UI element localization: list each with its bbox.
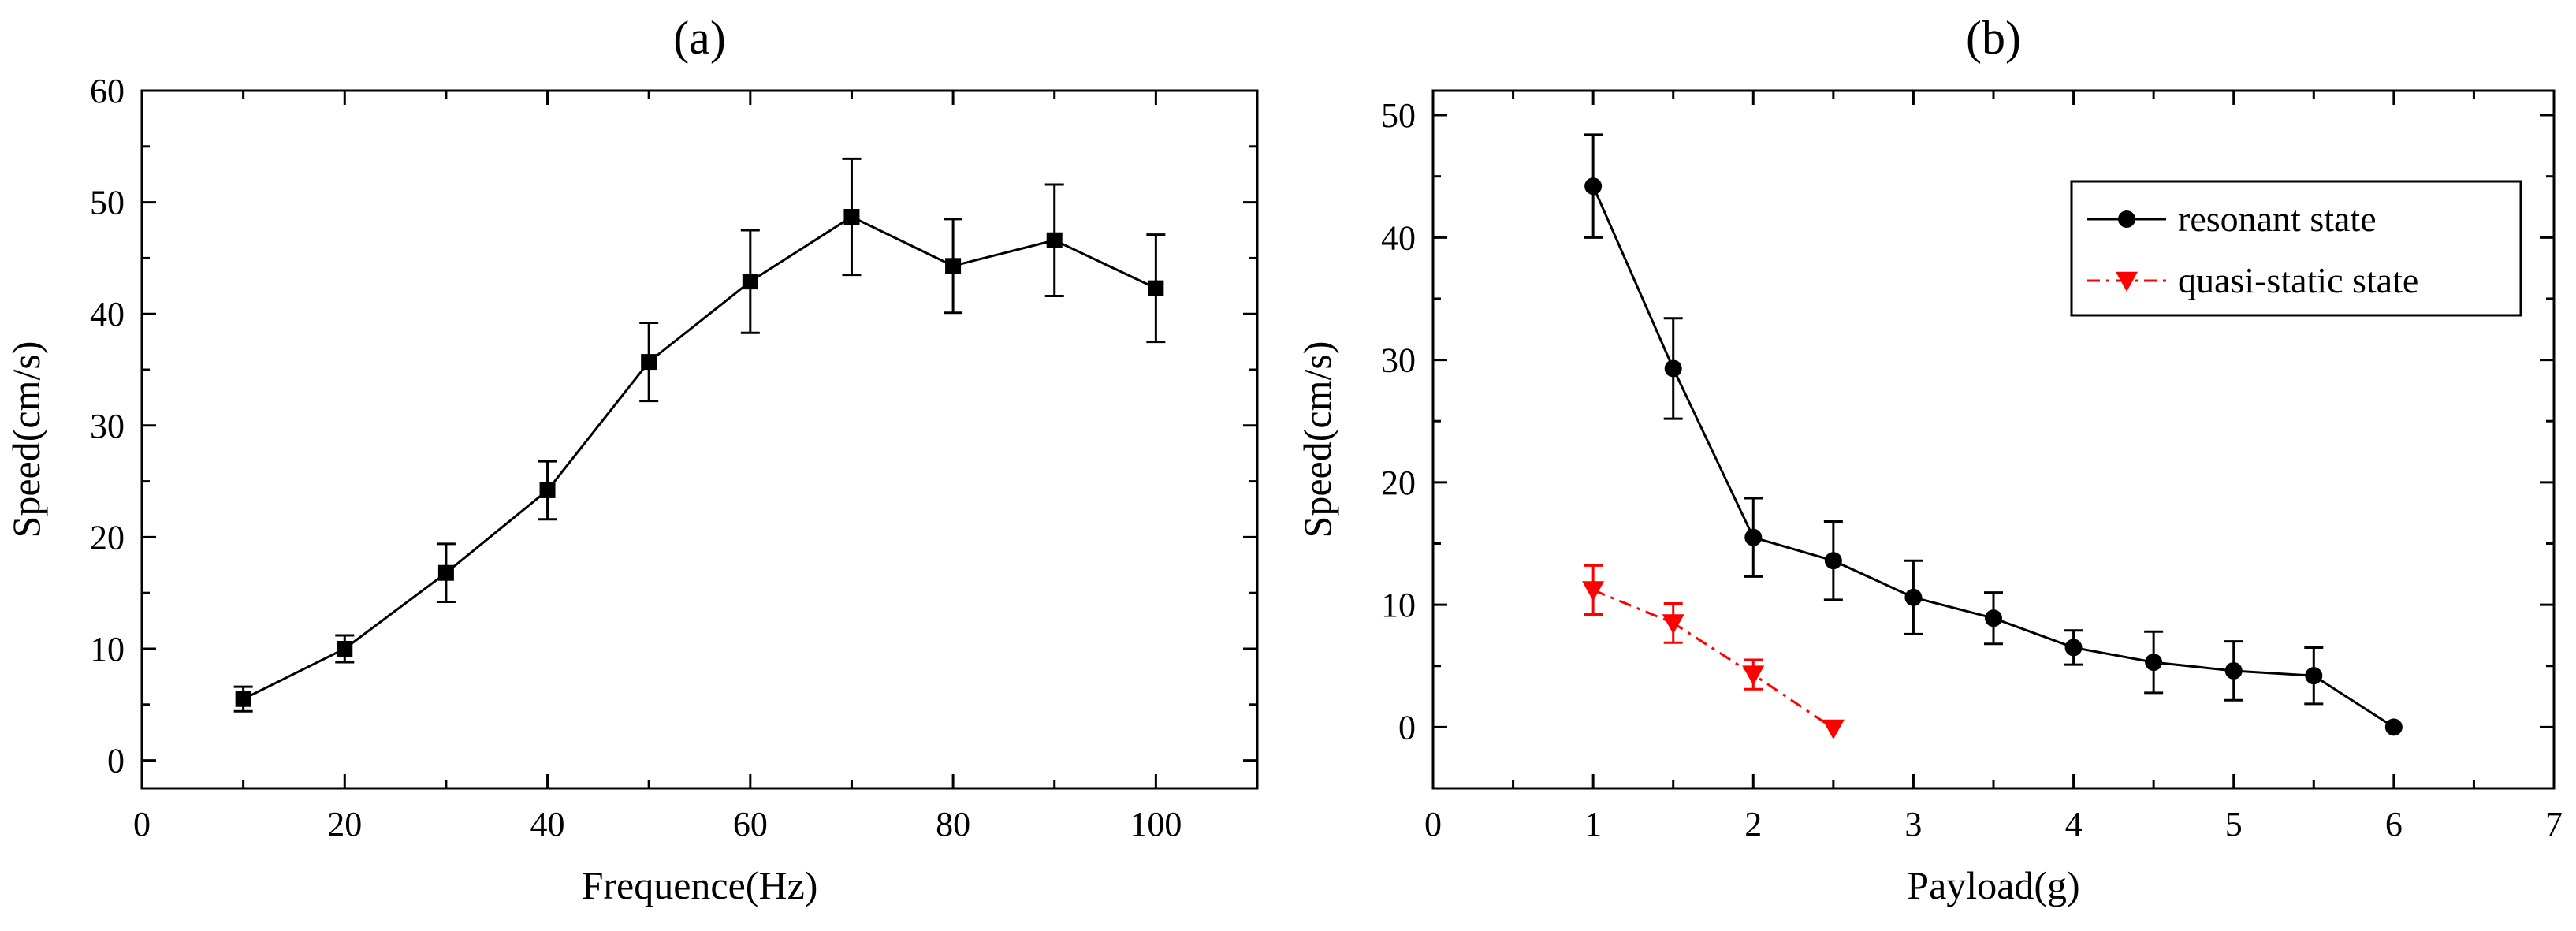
y-axis-title: Speed(cm/s) <box>1295 341 1339 538</box>
data-point <box>641 354 657 371</box>
y-tick-label: 40 <box>1381 218 1416 257</box>
series-line <box>242 215 1157 701</box>
y-tick-label: 60 <box>90 72 125 110</box>
data-point <box>235 691 251 707</box>
y-tick-label: 30 <box>1381 341 1416 380</box>
y-tick-label: 40 <box>90 295 125 333</box>
x-tick-label: 0 <box>133 805 151 843</box>
data-point <box>1985 609 2002 627</box>
legend-label: quasi-static state <box>2178 260 2418 300</box>
y-tick-label: 20 <box>90 518 125 557</box>
x-tick-label: 5 <box>2225 805 2243 843</box>
data-point <box>1822 719 1845 739</box>
legend-label: resonant state <box>2178 199 2377 239</box>
x-tick-label: 7 <box>2545 805 2563 843</box>
plot-frame <box>140 89 1259 790</box>
legend-marker <box>2118 210 2135 228</box>
chart-panel-2: (b) 0 1 2 3 4 5 6 7 0 10 20 30 40 50 Payload(g) Speed(cm… <box>1295 12 2563 907</box>
series-line <box>1592 589 1834 730</box>
data-point <box>1742 665 1765 686</box>
data-point <box>2305 667 2323 685</box>
chart-title: (a) <box>673 12 726 64</box>
x-tick-label: 20 <box>327 805 362 843</box>
data-point <box>2064 639 2083 657</box>
data-point <box>742 274 758 290</box>
data-point <box>2224 661 2243 680</box>
data-point <box>1904 588 1923 606</box>
data-point <box>437 564 454 581</box>
data-point <box>1744 528 1763 546</box>
data-point <box>1664 359 1682 378</box>
y-tick-label: 50 <box>90 184 125 222</box>
data-point <box>1824 552 1842 570</box>
y-tick-label: 30 <box>90 407 125 445</box>
data-point <box>539 482 556 498</box>
x-tick-label: 6 <box>2385 805 2403 843</box>
y-tick-label: 20 <box>1381 464 1416 502</box>
data-point <box>945 258 962 274</box>
chart-title: (b) <box>1966 12 2021 64</box>
x-tick-label: 100 <box>1130 805 1182 843</box>
legend: resonant state quasi-static state <box>2070 180 2522 317</box>
x-tick-label: 2 <box>1744 805 1762 843</box>
data-point <box>1148 280 1164 296</box>
y-tick-label: 50 <box>1381 96 1416 135</box>
x-tick-label: 40 <box>530 805 565 843</box>
y-tick-label: 10 <box>1381 586 1416 624</box>
data-point <box>1046 232 1063 248</box>
legend-marker <box>2116 271 2138 292</box>
data-point <box>1582 581 1605 601</box>
y-tick-label: 10 <box>90 630 125 668</box>
x-tick-label: 1 <box>1584 805 1602 843</box>
y-tick-label: 0 <box>1398 708 1416 747</box>
x-tick-label: 80 <box>936 805 970 843</box>
x-axis-title: Frequence(Hz) <box>582 863 818 907</box>
data-point <box>1584 177 1603 196</box>
x-tick-label: 60 <box>733 805 768 843</box>
data-point <box>2145 654 2163 672</box>
y-tick-label: 0 <box>107 742 125 780</box>
legend-box <box>2070 180 2522 317</box>
y-axis-title: Speed(cm/s) <box>4 341 48 538</box>
x-axis-title: Payload(g) <box>1907 863 2079 907</box>
data-point <box>2384 718 2403 736</box>
x-tick-label: 4 <box>2065 805 2083 843</box>
chart-panel-1: (a) 0 20 40 60 80 100 0 10 20 30 40 50 60 Frequence(Hz… <box>4 12 1259 907</box>
series-quasi-static-state <box>1582 564 1845 739</box>
data-point <box>1662 614 1684 635</box>
x-tick-label: 3 <box>1904 805 1922 843</box>
x-tick-label: 0 <box>1424 805 1442 843</box>
series-resonant-state <box>1584 133 2403 736</box>
data-point <box>337 641 353 657</box>
data-point <box>843 209 860 225</box>
series-speed <box>233 157 1166 713</box>
